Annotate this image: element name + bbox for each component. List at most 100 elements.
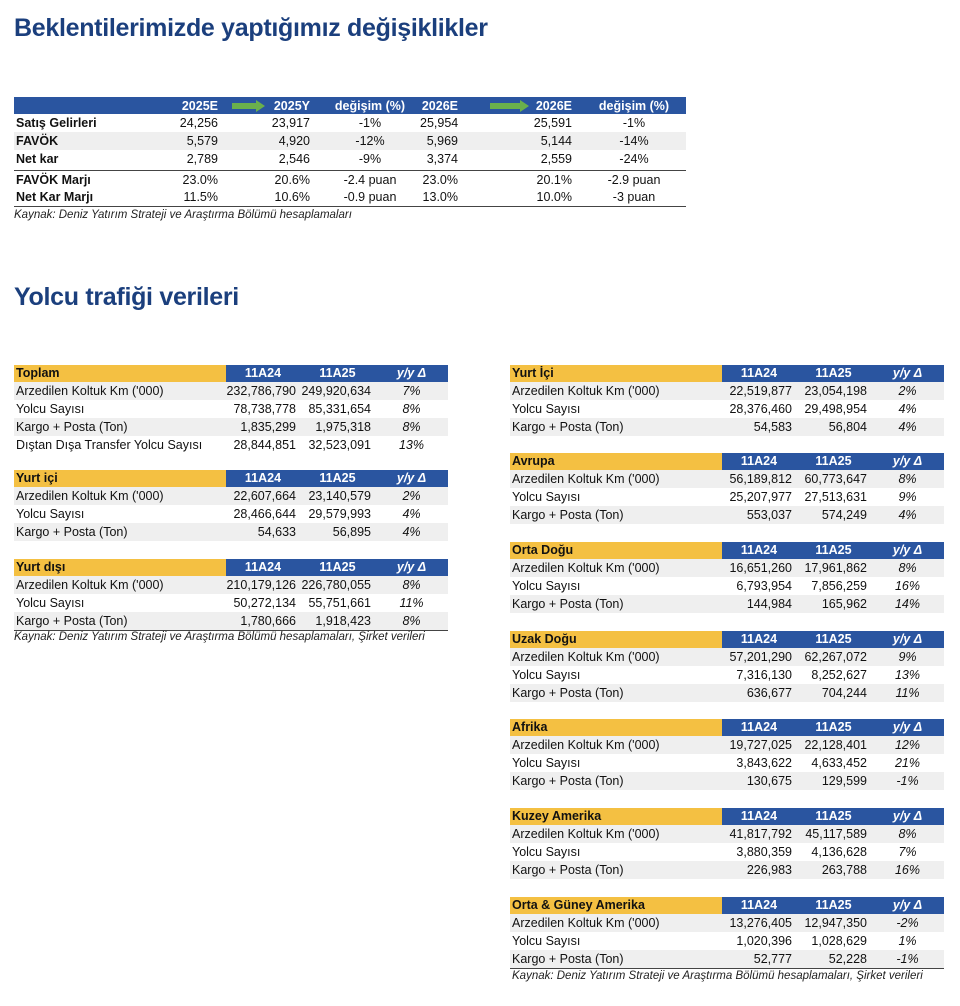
cell-value: 25,207,977 xyxy=(729,490,792,504)
table-row: Arzedilen Koltuk Km ('000) 232,786,790 249… xyxy=(14,382,448,400)
column-header: değişim (%) xyxy=(334,98,406,113)
row-label: Kargo + Posta (Ton) xyxy=(16,525,128,539)
cell-value: 129,599 xyxy=(821,774,867,788)
table-row: Yolcu Sayısı 78,738,778 85,331,654 8% xyxy=(14,400,448,418)
yoy-change: 13% xyxy=(398,438,425,452)
table-header-row: Afrika 11A24 11A25 y/y Δ xyxy=(510,719,944,736)
yoy-change: 16% xyxy=(894,579,921,593)
row-label: Satış Gelirleri xyxy=(16,116,97,130)
cell-value: -24% xyxy=(619,152,649,166)
row-label: Kargo + Posta (Ton) xyxy=(512,420,624,434)
yoy-change: 8% xyxy=(402,420,421,434)
cell-value: 25,591 xyxy=(533,116,572,130)
cell-value: 3,843,622 xyxy=(736,756,792,770)
table-header-row: Yurt içi 11A24 11A25 y/y Δ xyxy=(14,470,448,487)
cell-value: 130,675 xyxy=(746,774,792,788)
cell-value: -14% xyxy=(619,134,649,148)
cell-value: 27,513,631 xyxy=(804,490,867,504)
column-header: 11A24 xyxy=(722,365,796,382)
cell-value: 5,579 xyxy=(186,134,218,148)
table-title: Orta Doğu xyxy=(510,542,722,559)
yoy-change: 8% xyxy=(898,472,917,486)
table-header-row: Avrupa 11A24 11A25 y/y Δ xyxy=(510,453,944,470)
table-row: FAVÖK Marjı 23.0% 20.6% -2.4 puan 23.0% 20.1%… xyxy=(14,170,686,188)
cell-value: 50,272,134 xyxy=(233,596,296,610)
arrow-right-icon xyxy=(490,100,529,112)
cell-value: 54,633 xyxy=(257,525,296,539)
column-header: y/y Δ xyxy=(871,365,944,382)
cell-value: 10.0% xyxy=(536,190,572,204)
cell-value: -2.4 puan xyxy=(343,172,397,187)
yoy-change: 2% xyxy=(898,384,917,398)
cell-value: 553,037 xyxy=(746,508,792,522)
cell-value: -12% xyxy=(355,134,385,148)
cell-value: 20.6% xyxy=(274,172,310,187)
column-header: 11A24 xyxy=(722,719,796,736)
yoy-change: 4% xyxy=(898,420,917,434)
source-note-right: Kaynak: Deniz Yatırım Strateji ve Araştı… xyxy=(512,970,923,982)
column-header: y/y Δ xyxy=(375,470,448,487)
row-label: Kargo + Posta (Ton) xyxy=(512,952,624,966)
yoy-change: 9% xyxy=(898,650,917,664)
cell-value: 5,969 xyxy=(426,134,458,148)
row-label: Yolcu Sayısı xyxy=(512,579,581,593)
cell-value: 8,252,627 xyxy=(811,668,867,682)
row-label: Yolcu Sayısı xyxy=(512,402,581,416)
table-row: Kargo + Posta (Ton) 226,983 263,788 16% xyxy=(510,861,944,879)
cell-value: 56,804 xyxy=(828,420,867,434)
table-row: Kargo + Posta (Ton) 553,037 574,249 4% xyxy=(510,506,944,524)
cell-value: 29,579,993 xyxy=(308,507,371,521)
traffic-table: Yurt İçi 11A24 11A25 y/y Δ Arzedilen Koltuk … xyxy=(510,365,944,436)
table-row: Yolcu Sayısı 50,272,134 55,751,661 11% xyxy=(14,594,448,612)
table-row: Kargo + Posta (Ton) 130,675 129,599 -1% xyxy=(510,772,944,790)
cell-value: 22,607,664 xyxy=(233,489,296,503)
column-header: 11A24 xyxy=(722,453,796,470)
table-row: Kargo + Posta (Ton) 144,984 165,962 14% xyxy=(510,595,944,613)
cell-value: 1,835,299 xyxy=(240,420,296,434)
table-title: Toplam xyxy=(14,365,226,382)
traffic-table: Yurt dışı 11A24 11A25 y/y Δ Arzedilen Koltuk… xyxy=(14,559,448,631)
column-header: 11A24 xyxy=(226,365,300,382)
row-label: Arzedilen Koltuk Km ('000) xyxy=(512,384,660,398)
cell-value: 4,920 xyxy=(278,134,310,148)
table-header-row: Yurt dışı 11A24 11A25 y/y Δ xyxy=(14,559,448,576)
table-row: Net kar 2,789 2,546 -9% 3,374 2,559 -24% xyxy=(14,150,686,168)
cell-value: 704,244 xyxy=(821,686,867,700)
cell-value: 6,793,954 xyxy=(736,579,792,593)
table-bottom-border xyxy=(14,206,686,207)
table-title: Avrupa xyxy=(510,453,722,470)
traffic-table: Uzak Doğu 11A24 11A25 y/y Δ Arzedilen Koltuk… xyxy=(510,631,944,702)
cell-value: -3 puan xyxy=(612,190,656,204)
cell-value: 574,249 xyxy=(821,508,867,522)
cell-value: 28,466,644 xyxy=(233,507,296,521)
cell-value: 19,727,025 xyxy=(729,738,792,752)
table-row: Yolcu Sayısı 3,843,622 4,633,452 21% xyxy=(510,754,944,772)
yoy-change: 14% xyxy=(894,597,921,611)
column-header: 11A25 xyxy=(796,365,871,382)
cell-value: 22,128,401 xyxy=(804,738,867,752)
table-header-row: Kuzey Amerika 11A24 11A25 y/y Δ xyxy=(510,808,944,825)
column-header: 11A24 xyxy=(226,470,300,487)
row-label: Arzedilen Koltuk Km ('000) xyxy=(512,650,660,664)
cell-value: -0.9 puan xyxy=(343,190,397,204)
yoy-change: 12% xyxy=(894,738,921,752)
column-header: 11A25 xyxy=(796,897,871,914)
table-row: Kargo + Posta (Ton) 54,633 56,895 4% xyxy=(14,523,448,541)
cell-value: 1,918,423 xyxy=(315,614,371,628)
cell-value: 210,179,126 xyxy=(226,578,296,592)
row-label: Kargo + Posta (Ton) xyxy=(512,508,624,522)
table-row: Satış Gelirleri 24,256 23,917 -1% 25,954 25,5… xyxy=(14,114,686,132)
table-row: Kargo + Posta (Ton) 54,583 56,804 4% xyxy=(510,418,944,436)
arrow-right-icon xyxy=(232,100,265,112)
table-row: Yolcu Sayısı 28,466,644 29,579,993 4% xyxy=(14,505,448,523)
cell-value: 24,256 xyxy=(179,116,218,130)
yoy-change: 4% xyxy=(402,525,421,539)
table-row: Arzedilen Koltuk Km ('000) 210,179,126 226… xyxy=(14,576,448,594)
table-header-row: Toplam 11A24 11A25 y/y Δ xyxy=(14,365,448,382)
table-row: Dıştan Dışa Transfer Yolcu Sayısı 28,844,… xyxy=(14,436,448,454)
cell-value: 7,316,130 xyxy=(736,668,792,682)
cell-value: 4,633,452 xyxy=(811,756,867,770)
column-header: değişim (%) xyxy=(598,98,670,113)
table-title: Yurt içi xyxy=(14,470,226,487)
table-title: Orta & Güney Amerika xyxy=(510,897,722,914)
